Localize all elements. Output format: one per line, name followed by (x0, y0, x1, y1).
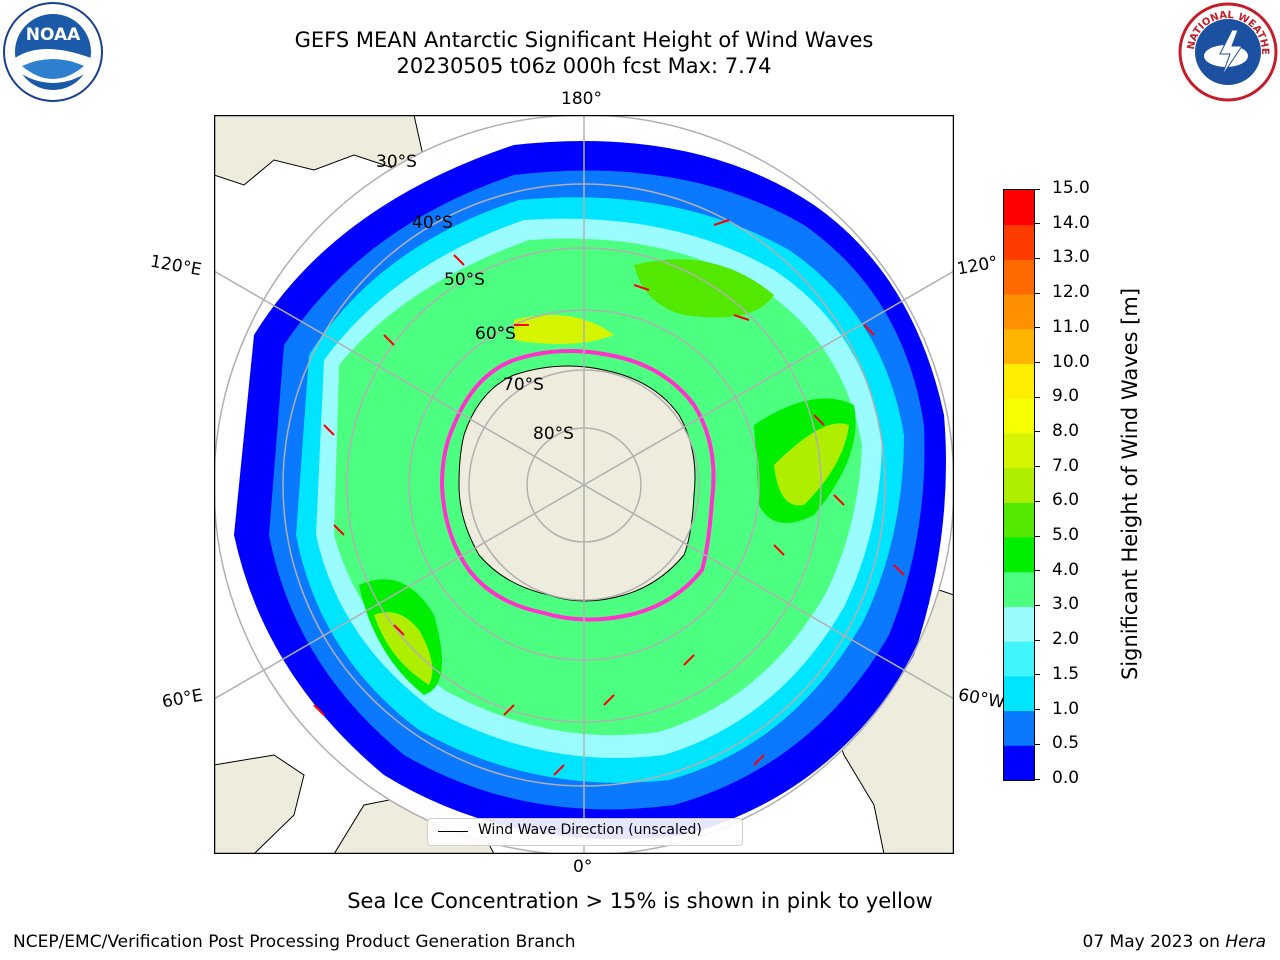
colorbar-tick-mark (1034, 257, 1040, 259)
colorbar-tick-label: 11.0 (1052, 316, 1090, 337)
colorbar-tick-label: 12.0 (1052, 282, 1090, 303)
lon-label-60e: 60°E (160, 685, 205, 713)
map-border (213, 114, 955, 855)
colorbar-tick-label: 0.5 (1052, 733, 1080, 754)
lat-label-60s: 60°S (475, 324, 516, 344)
colorbar-segment (1004, 398, 1034, 434)
colorbar-segment (1004, 606, 1034, 642)
colorbar-tick-label: 10.0 (1052, 351, 1090, 372)
date-label: 07 May 2023 on (1082, 932, 1226, 952)
lat-label-50s: 50°S (444, 270, 485, 290)
colorbar-tick-label: 9.0 (1052, 386, 1080, 407)
colorbar-segment (1004, 745, 1034, 781)
svg-text:NOAA: NOAA (26, 25, 81, 45)
machine-name: Hera (1225, 932, 1266, 952)
colorbar-tick-mark (1034, 431, 1040, 433)
chart-title: GEFS MEAN Antarctic Significant Height o… (294, 28, 874, 52)
sea-ice-edge (439, 349, 716, 622)
colorbar-tick-label: 14.0 (1052, 212, 1090, 233)
colorbar-tick-mark (1034, 466, 1040, 468)
colorbar-tick-label: 8.0 (1052, 420, 1080, 441)
colorbar-tick-label: 1.0 (1052, 698, 1080, 719)
map-legend: Wind Wave Direction (unscaled) (427, 818, 743, 846)
colorbar-tick-mark (1034, 639, 1040, 641)
colorbar-tick-mark (1034, 362, 1040, 364)
colorbar-segment (1004, 537, 1034, 573)
colorbar-tick-label: 15.0 (1052, 178, 1090, 198)
colorbar-segment (1004, 294, 1034, 330)
colorbar-segment (1004, 641, 1034, 677)
credit-text: NCEP/EMC/Verification Post Processing Pr… (13, 932, 576, 952)
colorbar-tick-mark (1034, 535, 1040, 537)
lat-label-80s: 80°S (533, 424, 574, 444)
colorbar-tick-label: 1.5 (1052, 663, 1080, 684)
colorbar-segment (1004, 675, 1034, 712)
map-svg (213, 114, 955, 855)
colorbar-segment (1004, 363, 1034, 399)
colorbar-tick-mark (1034, 743, 1040, 745)
colorbar-segment (1004, 502, 1034, 538)
colorbar-tick-mark (1034, 604, 1040, 606)
colorbar-segment (1004, 224, 1034, 260)
colorbar-tick-mark (1034, 778, 1040, 780)
lon-label-180: 180° (561, 89, 602, 109)
lon-label-120e: 120°E (148, 251, 204, 281)
national-weather-service-logo: NATIONAL WEATHER SERVICE (1172, 0, 1280, 104)
date-text: 07 May 2023 on Hera (1083, 932, 1267, 952)
colorbar-tick-label: 2.0 (1052, 629, 1080, 650)
colorbar-tick-mark (1034, 674, 1040, 676)
graticule (214, 115, 954, 854)
colorbar-segment (1004, 710, 1034, 746)
noaa-logo: NOAA (2, 0, 104, 104)
colorbar-tick-label: 4.0 (1052, 559, 1080, 580)
legend-label: Wind Wave Direction (unscaled) (478, 822, 702, 838)
colorbar-label: Significant Height of Wind Waves [m] (1118, 287, 1142, 681)
lon-label-120w: 120° (955, 252, 1000, 280)
colorbar (1003, 189, 1035, 781)
colorbar-tick-mark (1034, 500, 1040, 502)
colorbar-segment (1004, 328, 1034, 365)
lat-label-40s: 40°S (412, 213, 453, 233)
colorbar-tick-mark (1034, 292, 1040, 294)
colorbar-segment (1004, 432, 1034, 469)
colorbar-tick-mark (1034, 327, 1040, 329)
lon-label-0: 0° (573, 857, 593, 877)
colorbar-tick-label: 13.0 (1052, 247, 1090, 268)
colorbar-tick-label: 6.0 (1052, 490, 1080, 511)
land-australia (214, 115, 425, 186)
colorbar-tick-label: 0.0 (1052, 768, 1080, 788)
colorbar-tick-mark (1034, 570, 1040, 572)
colorbar-segment (1004, 190, 1034, 226)
lat-label-70s: 70°S (503, 375, 544, 395)
map-panel (213, 114, 955, 855)
colorbar-tick-mark (1034, 396, 1040, 398)
colorbar-tick-mark (1034, 709, 1040, 711)
colorbar-scale (1004, 190, 1034, 781)
colorbar-segment (1004, 571, 1034, 607)
lon-label-60w: 60°W (956, 685, 1007, 713)
colorbar-segment (1004, 259, 1034, 295)
lat-label-30s: 30°S (376, 152, 417, 172)
colorbar-tick-mark (1034, 188, 1040, 190)
colorbar-tick-label: 3.0 (1052, 594, 1080, 615)
chart-subtitle: 20230505 t06z 000h fcst Max: 7.74 (396, 54, 772, 78)
colorbar-tick-label: 7.0 (1052, 455, 1080, 476)
wave-direction-arrows (313, 219, 905, 776)
land-south-africa (214, 754, 305, 854)
land-antarctica (458, 365, 696, 602)
colorbar-segment (1004, 467, 1034, 503)
colorbar-ticks: 0.0 0.5 1.0 1.5 2.0 3.0 4.0 5.0 6.0 7.0 8.0 9.0 10.0… (1034, 178, 1094, 788)
colorbar-tick-label: 5.0 (1052, 525, 1080, 546)
colorbar-tick-mark (1034, 223, 1040, 225)
sea-ice-note: Sea Ice Concentration > 15% is shown in … (347, 889, 933, 913)
legend-line-sample (438, 831, 468, 832)
